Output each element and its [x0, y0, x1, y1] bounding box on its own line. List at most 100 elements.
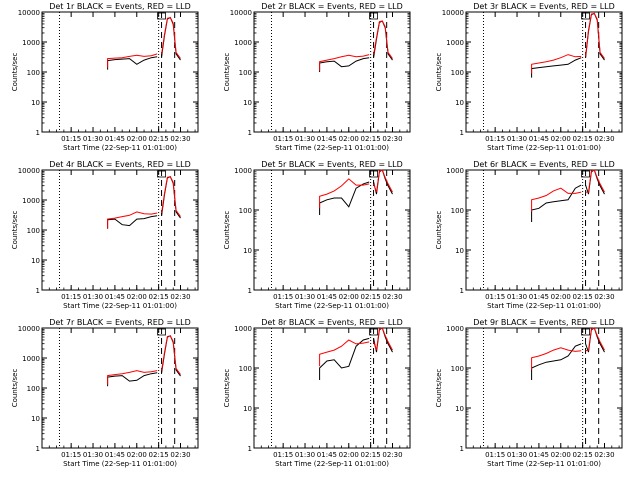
y-tick-label: 10	[455, 99, 464, 107]
y-axis-label: Counts/sec	[223, 211, 231, 250]
x-tick-label: 02:00	[551, 293, 571, 301]
x-tick-label: 01:30	[83, 135, 103, 143]
x-axis-label: Start Time (22-Sep-11 01:01:00)	[63, 460, 177, 468]
x-axis-label: Start Time (22-Sep-11 01:01:00)	[487, 460, 601, 468]
flare-marker-box	[581, 170, 590, 178]
y-tick-label: 1000	[446, 39, 464, 47]
y-tick-label: 100	[27, 227, 40, 235]
x-tick-label: 02:00	[339, 451, 359, 459]
lld-series-line	[107, 370, 158, 385]
events-series-line	[531, 57, 582, 78]
chart-panel-8: Det 8r BLACK = Events, RED = LLD 1 10 100 10…	[223, 318, 411, 468]
panel-title: Det 3r BLACK = Events, RED = LLD	[473, 2, 615, 11]
x-tick-label: 02:00	[339, 135, 359, 143]
x-tick-label: 02:15	[149, 451, 169, 459]
plot-frame	[253, 327, 411, 449]
y-tick-label: 1000	[22, 355, 40, 363]
x-tick-label: 01:15	[61, 451, 81, 459]
x-tick-label: 01:15	[485, 135, 505, 143]
x-axis-label: Start Time (22-Sep-11 01:01:00)	[275, 460, 389, 468]
panel-title: Det 9r BLACK = Events, RED = LLD	[473, 318, 615, 327]
x-tick-label: 01:45	[317, 293, 337, 301]
y-tick-label: 100	[27, 69, 40, 77]
y-tick-label: 10	[243, 99, 252, 107]
events-series-line	[319, 337, 370, 380]
y-tick-label: 1000	[234, 167, 252, 175]
panel-title: Det 6r BLACK = Events, RED = LLD	[473, 160, 615, 169]
y-axis-label: Counts/sec	[11, 211, 19, 250]
x-tick-label: 02:15	[573, 135, 593, 143]
lld-series-line	[319, 339, 370, 367]
y-tick-label: 1000	[22, 39, 40, 47]
panel-title: Det 4r BLACK = Events, RED = LLD	[49, 160, 191, 169]
panel-title: Det 5r BLACK = Events, RED = LLD	[261, 160, 403, 169]
lld-flare-spike	[373, 327, 393, 351]
x-tick-label: 02:00	[551, 451, 571, 459]
y-tick-label: 1	[248, 287, 252, 295]
x-axis-label: Start Time (22-Sep-11 01:01:00)	[487, 302, 601, 310]
lld-series-line	[531, 54, 582, 74]
x-tick-label: 02:30	[170, 135, 190, 143]
events-series-line	[531, 343, 582, 380]
events-flare-spike	[161, 16, 181, 61]
flare-marker-box	[157, 170, 166, 178]
y-tick-label: 10	[31, 257, 40, 265]
events-flare-spike	[585, 12, 605, 61]
lld-flare-spike	[373, 20, 393, 59]
flare-marker-box	[581, 12, 590, 20]
chart-panel-1: Det 1r BLACK = Events, RED = LLD 1 10 100 10…	[11, 2, 199, 152]
events-series-line	[107, 56, 158, 70]
x-tick-label: 02:30	[382, 293, 402, 301]
x-axis-label: Start Time (22-Sep-11 01:01:00)	[275, 144, 389, 152]
events-series-line	[107, 372, 158, 387]
events-series-line	[319, 181, 370, 215]
x-tick-label: 02:30	[594, 135, 614, 143]
x-tick-label: 01:30	[507, 451, 527, 459]
lld-series-line	[107, 53, 158, 68]
events-series-line	[319, 57, 370, 72]
x-tick-label: 02:30	[594, 293, 614, 301]
y-axis-label: Counts/sec	[11, 53, 19, 92]
x-tick-label: 01:45	[317, 451, 337, 459]
plot-frame	[465, 327, 623, 449]
flare-marker-box	[369, 328, 378, 336]
x-tick-label: 02:30	[382, 135, 402, 143]
x-tick-label: 02:30	[170, 293, 190, 301]
y-tick-label: 1	[460, 287, 464, 295]
lld-flare-spike	[373, 169, 393, 193]
x-axis-label: Start Time (22-Sep-11 01:01:00)	[63, 302, 177, 310]
chart-panel-7: Det 7r BLACK = Events, RED = LLD 1 10 100 10…	[11, 318, 199, 468]
chart-panel-9: Det 9r BLACK = Events, RED = LLD 1 10 100 10…	[435, 318, 623, 468]
x-tick-label: 01:15	[61, 293, 81, 301]
y-tick-label: 1000	[234, 39, 252, 47]
flare-marker-box	[369, 170, 378, 178]
x-tick-label: 01:30	[83, 451, 103, 459]
x-tick-label: 02:15	[573, 293, 593, 301]
y-tick-label: 100	[451, 365, 464, 373]
lld-flare-spike	[161, 17, 181, 59]
y-tick-label: 10	[455, 405, 464, 413]
y-tick-label: 10	[31, 415, 40, 423]
y-tick-label: 1	[248, 129, 252, 137]
x-tick-label: 02:15	[361, 293, 381, 301]
lld-series-line	[107, 211, 158, 229]
chart-panel-3: Det 3r BLACK = Events, RED = LLD 1 10 100 10…	[435, 2, 623, 152]
x-tick-label: 01:15	[273, 451, 293, 459]
x-tick-label: 01:45	[105, 135, 125, 143]
panel-title: Det 2r BLACK = Events, RED = LLD	[261, 2, 403, 11]
y-tick-label: 1	[460, 445, 464, 453]
y-tick-label: 10000	[18, 325, 40, 333]
lld-series-line	[319, 54, 370, 71]
y-axis-label: Counts/sec	[435, 53, 443, 92]
y-tick-label: 1	[36, 129, 40, 137]
x-tick-label: 02:15	[149, 293, 169, 301]
y-tick-label: 10000	[442, 9, 464, 17]
x-tick-label: 01:15	[273, 293, 293, 301]
y-tick-label: 10000	[18, 167, 40, 175]
x-tick-label: 02:00	[551, 135, 571, 143]
x-tick-label: 02:15	[573, 451, 593, 459]
x-tick-label: 01:45	[105, 451, 125, 459]
y-tick-label: 1000	[446, 167, 464, 175]
x-tick-label: 02:30	[382, 451, 402, 459]
